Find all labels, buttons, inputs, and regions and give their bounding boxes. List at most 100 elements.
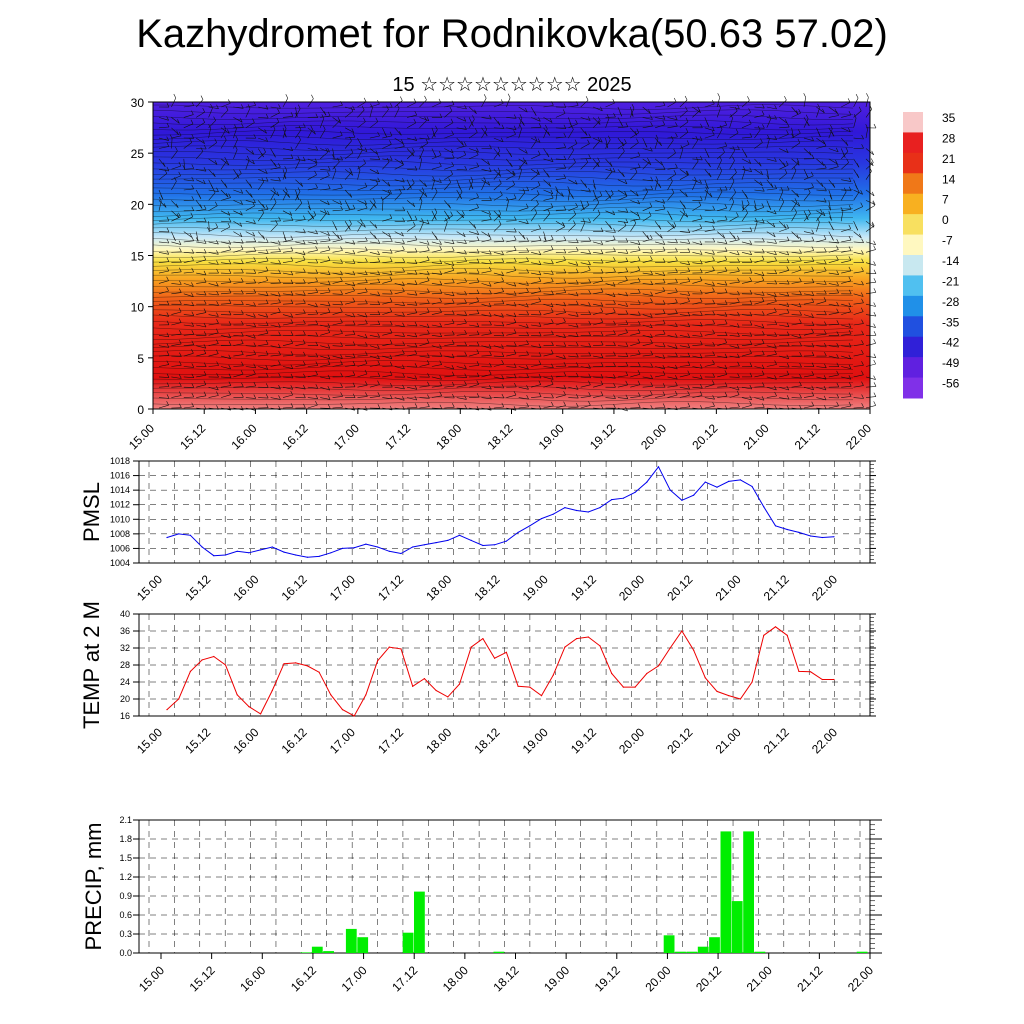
wind-barb-flag [337, 157, 340, 163]
x-tick-label: 16.12 [288, 963, 319, 994]
wind-barb [630, 292, 641, 295]
wind-barb-flag [414, 165, 418, 171]
wind-barb-flag [253, 302, 256, 307]
wind-barb-flag [253, 257, 256, 262]
wind-barb [171, 251, 182, 253]
wind-barb-flag [484, 125, 487, 130]
wind-barb-flag [439, 280, 443, 285]
wind-barb [158, 173, 167, 180]
wind-barb-flag [861, 144, 864, 149]
data-point [833, 678, 835, 681]
wind-barb [766, 252, 777, 256]
wind-barb [704, 260, 715, 263]
wind-barb [419, 406, 430, 409]
wind-barb-flag [824, 186, 827, 192]
wind-barb-flag [426, 116, 430, 121]
wind-barb-flag [501, 124, 505, 129]
wind-barb-flag [464, 341, 467, 346]
isotherm-line [152, 360, 854, 366]
wind-barb [667, 345, 678, 349]
wind-barb [493, 117, 501, 126]
wind-barb-flag [340, 342, 343, 347]
wind-barb-flag [658, 225, 662, 230]
wind-barb [518, 118, 523, 128]
wind-barb [158, 386, 170, 388]
wind-barb-flag [648, 211, 652, 216]
wind-barb [543, 272, 554, 275]
wind-barb [171, 283, 182, 285]
wind-barb-flag [315, 239, 318, 245]
wind-barb [679, 189, 688, 197]
isotherm-line [152, 263, 854, 269]
wind-barb-flag [240, 370, 244, 375]
wind-barb-flag [737, 332, 740, 337]
wind-barb-flag [278, 331, 281, 336]
wind-barb [555, 282, 566, 284]
wind-barb [692, 179, 702, 184]
wind-barb [555, 375, 566, 378]
wind-barb [183, 142, 192, 149]
wind-barb-flag [861, 134, 864, 140]
wind-barb-flag [470, 184, 474, 190]
wind-barb-flag [253, 219, 256, 224]
wind-barb [531, 272, 541, 276]
wind-barb-flag [200, 95, 204, 100]
wind-barb [208, 169, 216, 177]
wind-barb-flag [724, 247, 728, 252]
wind-barb [778, 201, 784, 211]
wind-barb [307, 365, 318, 367]
wind-barb-flag [600, 373, 604, 379]
wind-barb [642, 259, 653, 263]
wind-barb-flag [215, 223, 218, 228]
wind-barb [220, 226, 231, 232]
wind-barb [245, 158, 255, 165]
wind-barb-flag [203, 322, 207, 328]
wind-barb-flag [203, 362, 207, 367]
data-point [693, 649, 695, 651]
wind-barb-flag [675, 278, 678, 283]
wind-barb [282, 293, 294, 296]
wind-barb-flag [633, 219, 637, 224]
wind-barb [828, 158, 838, 165]
data-point [400, 648, 402, 650]
wind-barb [196, 353, 206, 357]
wind-barb-flag [824, 259, 827, 265]
wind-barb-flag [749, 300, 753, 305]
data-point [236, 694, 238, 696]
wind-barb [295, 386, 306, 390]
wind-barb [394, 146, 405, 149]
wind-barb-flag [303, 299, 306, 304]
wind-barb [543, 213, 551, 222]
wind-barb-flag [551, 330, 554, 335]
wind-barb-flag [426, 219, 430, 224]
wind-barb [369, 158, 380, 160]
wind-barb-flag [683, 204, 686, 209]
wind-barb-flag [189, 233, 193, 238]
wind-barb [679, 241, 690, 244]
wind-barb-flag [786, 185, 790, 191]
wind-barb-flag [227, 211, 231, 216]
wind-barb-flag [625, 352, 629, 357]
wind-barb [357, 314, 368, 318]
wind-barb-flag [724, 288, 728, 293]
wind-barb [779, 173, 788, 180]
y-tick-label: 16 [120, 711, 130, 721]
wind-barb [630, 107, 635, 118]
wind-barb [655, 355, 665, 359]
wind-barb-flag [489, 351, 492, 356]
wind-barb [196, 281, 207, 284]
wind-barb-flag [699, 240, 703, 245]
wind-barb-flag [402, 245, 405, 251]
wind-barb-flag [278, 240, 281, 245]
wind-barb [779, 252, 789, 256]
wind-barb [592, 195, 603, 201]
wind-barb [158, 126, 170, 129]
wind-barb-flag [203, 290, 207, 296]
wind-barb [506, 366, 517, 368]
data-point [599, 645, 601, 647]
wind-barb-flag [419, 155, 422, 160]
wind-barb [617, 375, 628, 378]
wind-barb-flag [314, 170, 317, 176]
y-tick-label: 10 [131, 301, 145, 315]
wind-barb-flag [377, 320, 381, 325]
